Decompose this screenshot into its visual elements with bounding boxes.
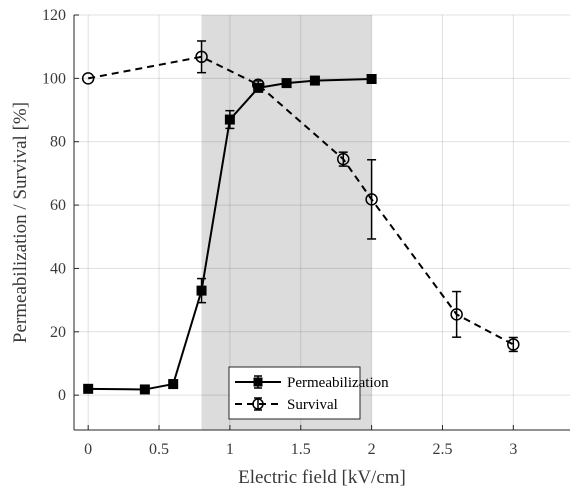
data-point (507, 338, 520, 351)
legend-label-permeabilization: Permeabilization (287, 375, 389, 391)
x-tick-label: 0 (84, 441, 92, 458)
data-point (281, 78, 292, 89)
data-point (366, 73, 377, 84)
y-tick-label: 120 (42, 7, 66, 24)
y-tick-label: 100 (42, 70, 66, 87)
series-permeabilization (83, 73, 377, 395)
data-point (309, 75, 320, 86)
legend-marker (252, 398, 264, 410)
y-axis-label: Permeabilization / Survival [%] (10, 102, 31, 343)
x-tick-label: 3 (509, 441, 517, 458)
data-point (81, 72, 95, 85)
data-point (168, 379, 179, 390)
legend-label-survival: Survival (287, 397, 338, 413)
data-point (251, 78, 265, 91)
data-point (365, 193, 378, 206)
data-point (224, 114, 235, 125)
data-point (450, 308, 463, 321)
x-axis-label: Electric field [kV/cm] (238, 467, 406, 488)
y-tick-label: 80 (50, 134, 66, 151)
axes-layer: 0 0.5 1 1.5 2 2.5 3 0 20 40 60 80 100 120 (42, 7, 570, 458)
y-tick-label: 0 (58, 387, 66, 404)
x-tick-label: 0.5 (149, 441, 169, 458)
data-point (195, 50, 208, 64)
series-layer (81, 40, 520, 395)
series-survival (81, 40, 520, 353)
data-point (139, 384, 150, 395)
y-tick-label: 40 (50, 260, 66, 277)
legend-marker (253, 377, 263, 387)
x-tick-label: 2.5 (432, 441, 452, 458)
data-point (83, 383, 94, 394)
x-tick-label: 1 (226, 441, 234, 458)
legend: Permeabilization Survival (228, 366, 389, 420)
x-tick-label: 1.5 (291, 441, 311, 458)
data-point (196, 285, 207, 296)
x-tick-label: 2 (368, 441, 376, 458)
y-tick-label: 60 (50, 197, 66, 214)
y-tick-label: 20 (50, 324, 66, 341)
legend-box (228, 366, 361, 420)
data-point (337, 152, 350, 166)
